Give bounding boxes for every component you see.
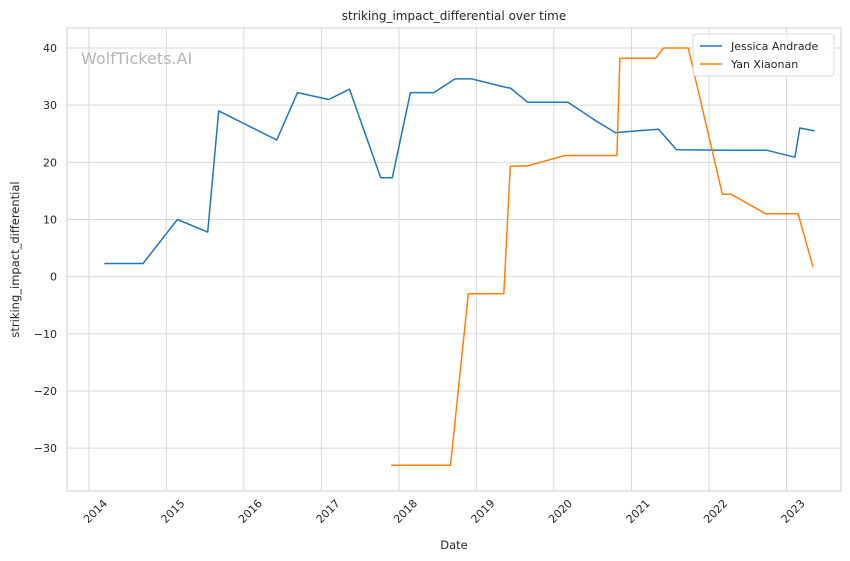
x-tick-label: 2018 — [391, 497, 420, 526]
x-tick-label: 2016 — [236, 497, 265, 526]
x-tick-label: 2014 — [81, 497, 110, 526]
legend: Jessica Andrade Yan Xiaonan — [692, 33, 835, 77]
x-tick-label: 2021 — [624, 497, 653, 526]
x-tick-label: 2015 — [159, 497, 188, 526]
x-tick-label: 2017 — [314, 497, 343, 526]
y-tick-labels: −30 −20 −10 0 10 20 30 40 — [34, 42, 57, 455]
series-line-jessica-andrade — [104, 78, 815, 265]
y-tick-label: 30 — [43, 99, 57, 112]
watermark-text: WolfTickets.AI — [81, 49, 192, 68]
y-tick-label: −20 — [34, 385, 57, 398]
x-tick-labels: 2014 2015 2016 2017 2018 2019 2020 2021 2022 2023 — [81, 497, 808, 526]
y-tick-label: −30 — [34, 442, 57, 455]
y-tick-label: 20 — [43, 156, 57, 169]
legend-box — [692, 33, 835, 77]
x-tick-label: 2020 — [546, 497, 575, 526]
y-tick-label: 10 — [43, 213, 57, 226]
y-tick-label: 40 — [43, 42, 57, 55]
grid-lines — [67, 28, 841, 491]
plot-frame — [66, 27, 842, 492]
y-axis-label: striking_impact_differential — [8, 181, 22, 337]
x-tick-label: 2019 — [469, 497, 498, 526]
chart-title: striking_impact_differential over time — [342, 9, 567, 23]
series-lines — [104, 47, 815, 467]
x-tick-label: 2023 — [779, 497, 808, 526]
y-tick-label: 0 — [50, 271, 57, 284]
x-axis-label: Date — [440, 538, 468, 552]
legend-label-jessica-andrade: Jessica Andrade — [730, 40, 819, 53]
x-tick-label: 2022 — [701, 497, 730, 526]
series-line-yan-xiaonan — [391, 47, 814, 467]
y-tick-label: −10 — [34, 328, 57, 341]
legend-label-yan-xiaonan: Yan Xiaonan — [730, 58, 798, 71]
